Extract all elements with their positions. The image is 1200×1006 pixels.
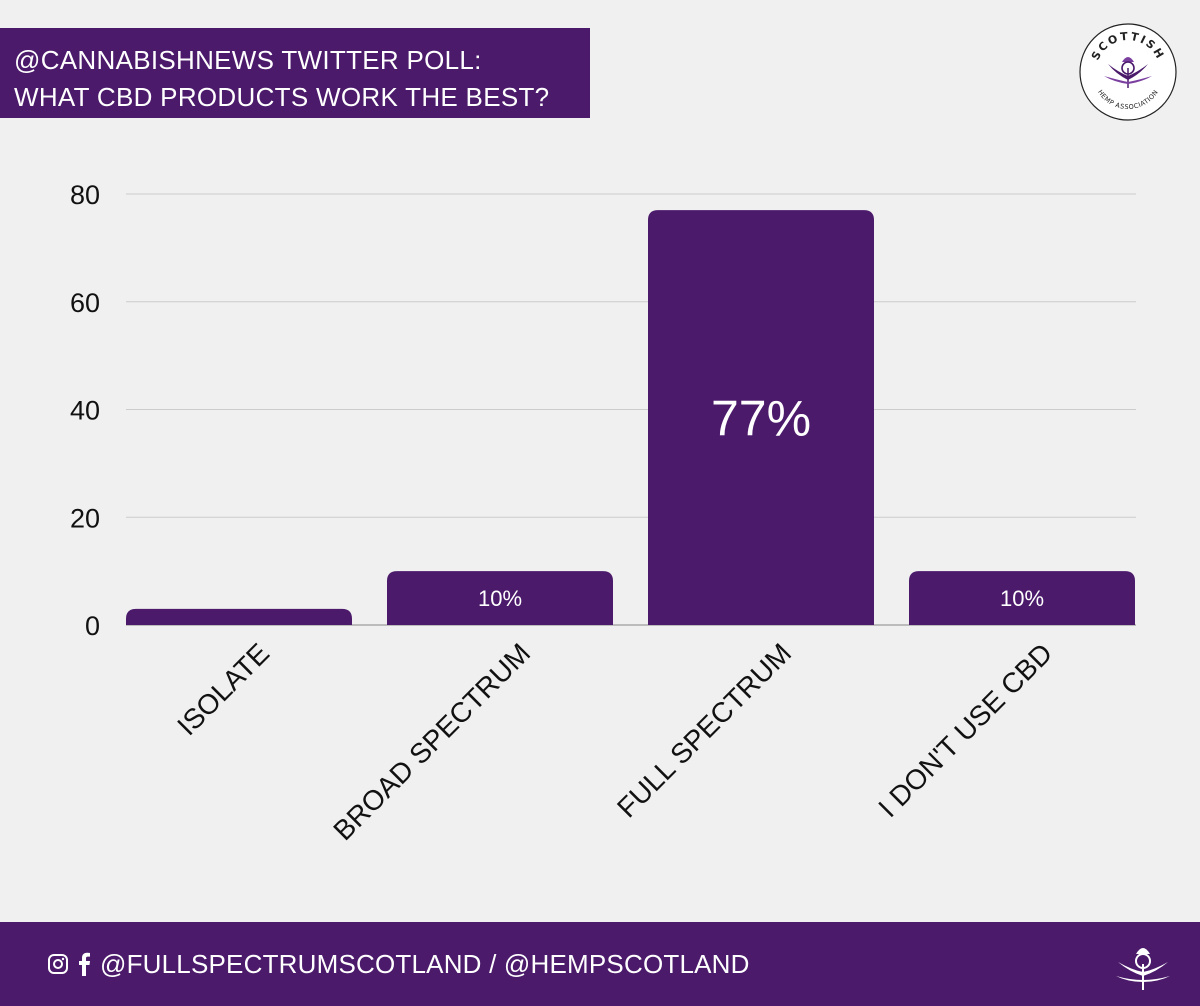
bar-chart: 0 20 40 60 80 ISOLATE 10% BROAD SPECTRUM 77% FULL…: [70, 180, 1136, 846]
bar: [387, 571, 613, 625]
instagram-icon[interactable]: [47, 953, 69, 975]
footer-handles[interactable]: @FULLSPECTRUMSCOTLAND / @HEMPSCOTLAND: [100, 949, 750, 979]
title-line-2: WHAT CBD PRODUCTS WORK THE BEST?: [14, 82, 550, 112]
x-tick-label: FULL SPECTRUM: [611, 637, 797, 823]
chart-title: @CANNABISHNEWS TWITTER POLL: WHAT CBD PR…: [0, 28, 590, 118]
y-tick-label: 80: [70, 180, 100, 210]
social-icons: [47, 952, 91, 976]
title-line-1: @CANNABISHNEWS TWITTER POLL:: [14, 45, 482, 75]
y-tick-label: 20: [70, 503, 100, 533]
y-tick-label: 60: [70, 288, 100, 318]
data-label: 10%: [478, 586, 522, 611]
footer-bar: @FULLSPECTRUMSCOTLAND / @HEMPSCOTLAND: [0, 922, 1200, 1006]
thistle-icon: [1116, 948, 1170, 990]
facebook-icon[interactable]: [77, 952, 91, 976]
y-tick-label: 0: [85, 611, 100, 641]
bar: [648, 210, 874, 625]
y-tick-label: 40: [70, 396, 100, 426]
x-tick-label: ISOLATE: [171, 637, 275, 741]
data-label: 77%: [711, 391, 811, 447]
x-tick-label: I DON'T USE CBD: [872, 637, 1058, 823]
data-label: 10%: [1000, 586, 1044, 611]
thistle-icon: [1104, 57, 1152, 88]
bar: [909, 571, 1135, 625]
x-tick-label: BROAD SPECTRUM: [327, 637, 536, 846]
bar: [126, 608, 352, 625]
scottish-hemp-association-logo: SCOTTISH HEMP ASSOCIATION: [1079, 23, 1177, 121]
